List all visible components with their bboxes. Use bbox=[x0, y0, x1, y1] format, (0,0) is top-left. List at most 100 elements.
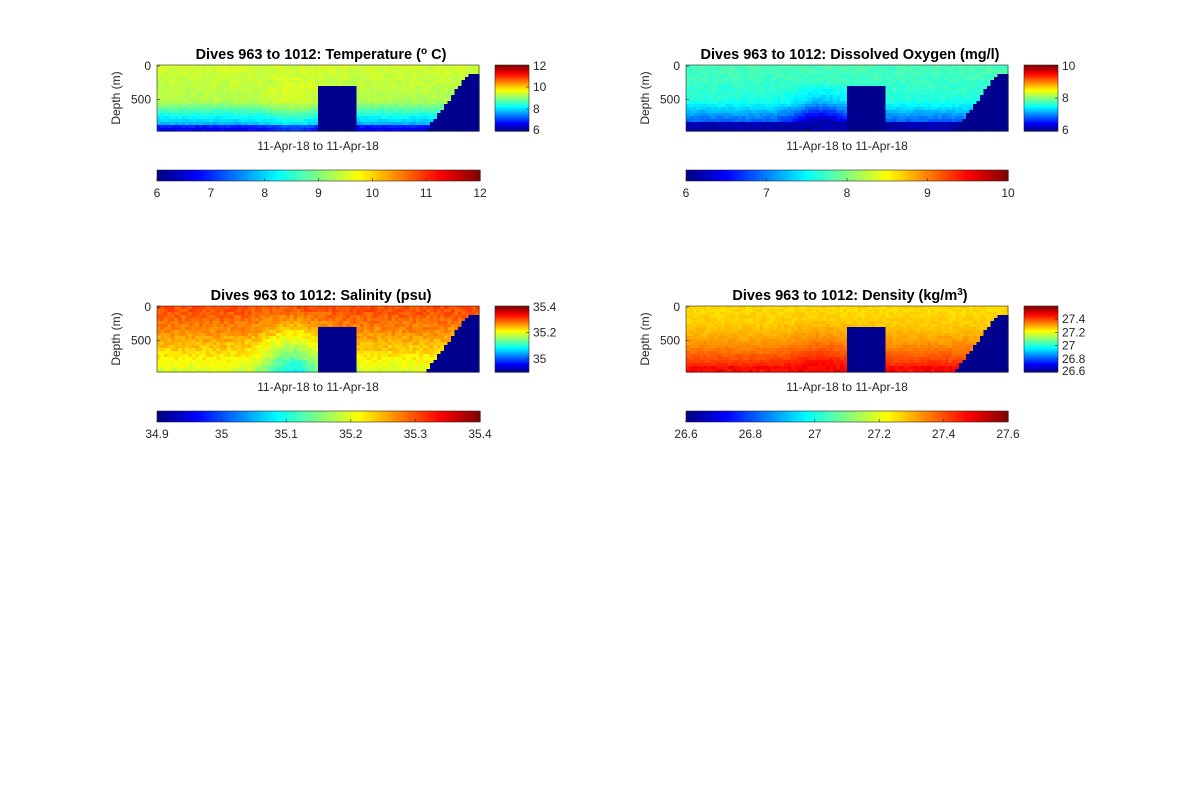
heatmap-cell bbox=[262, 80, 267, 84]
heatmap-cell bbox=[454, 128, 459, 132]
heatmap-cell bbox=[756, 92, 761, 96]
heatmap-cell bbox=[868, 68, 873, 72]
heatmap-cell bbox=[384, 83, 389, 87]
heatmap-cell bbox=[938, 104, 943, 108]
heatmap-cell bbox=[868, 86, 873, 90]
heatmap-cell bbox=[209, 342, 214, 346]
heatmap-cell bbox=[461, 68, 466, 72]
heatmap-cell bbox=[983, 68, 988, 72]
heatmap-cell bbox=[749, 116, 754, 120]
heatmap-cell bbox=[202, 330, 207, 334]
heatmap-cell bbox=[237, 306, 242, 310]
heatmap-cell bbox=[686, 80, 691, 84]
heatmap-cell bbox=[885, 110, 890, 114]
heatmap-cell bbox=[770, 128, 775, 132]
heatmap-cell bbox=[164, 336, 169, 340]
heatmap-cell bbox=[430, 83, 435, 87]
heatmap-cell bbox=[969, 104, 974, 108]
heatmap-cell bbox=[742, 98, 747, 102]
heatmap-cell bbox=[276, 71, 281, 75]
heatmap-cell bbox=[742, 119, 747, 123]
heatmap-cell bbox=[875, 110, 880, 114]
heatmap-cell bbox=[927, 80, 932, 84]
heatmap-cell bbox=[465, 86, 470, 90]
heatmap-cell bbox=[297, 74, 302, 78]
heatmap-cell bbox=[696, 116, 701, 120]
heatmap-cell bbox=[311, 128, 316, 132]
colorbar-swatch bbox=[274, 170, 279, 181]
heatmap-cell bbox=[451, 116, 456, 120]
heatmap-cell bbox=[244, 357, 249, 361]
heatmap-cell bbox=[791, 125, 796, 129]
heatmap-cell bbox=[171, 342, 176, 346]
heatmap-cell bbox=[160, 74, 165, 78]
heatmap-cell bbox=[251, 65, 256, 69]
heatmap-cell bbox=[731, 86, 736, 90]
heatmap-cell bbox=[854, 98, 859, 102]
heatmap-cell bbox=[766, 128, 771, 132]
heatmap-cell bbox=[356, 122, 361, 126]
heatmap-cell bbox=[370, 80, 375, 84]
heatmap-cell bbox=[927, 83, 932, 87]
heatmap-cell bbox=[272, 122, 277, 126]
heatmap-cell bbox=[227, 333, 232, 337]
heatmap-cell bbox=[430, 71, 435, 75]
heatmap-cell bbox=[381, 110, 386, 114]
heatmap-cell bbox=[826, 122, 831, 126]
heatmap-cell bbox=[318, 71, 323, 75]
heatmap-cell bbox=[241, 321, 246, 325]
heatmap-cell bbox=[164, 321, 169, 325]
heatmap-cell bbox=[475, 77, 480, 81]
heatmap-cell bbox=[248, 95, 253, 99]
heatmap-cell bbox=[174, 336, 179, 340]
heatmap-cell bbox=[314, 101, 319, 105]
heatmap-cell bbox=[234, 312, 239, 316]
heatmap-cell bbox=[279, 92, 284, 96]
heatmap-cell bbox=[966, 71, 971, 75]
heatmap-cell bbox=[924, 122, 929, 126]
heatmap-cell bbox=[195, 80, 200, 84]
heatmap-cell bbox=[917, 83, 922, 87]
heatmap-cell bbox=[230, 339, 235, 343]
heatmap-cell bbox=[181, 309, 186, 313]
heatmap-cell bbox=[910, 128, 915, 132]
heatmap-cell bbox=[223, 65, 228, 69]
heatmap-cell bbox=[171, 95, 176, 99]
colorbar-swatch bbox=[897, 170, 902, 181]
heatmap-cell bbox=[335, 95, 340, 99]
heatmap-cell bbox=[195, 89, 200, 93]
heatmap-cell bbox=[433, 116, 438, 120]
heatmap-cell bbox=[367, 101, 372, 105]
heatmap-cell bbox=[808, 107, 813, 111]
heatmap-cell bbox=[293, 92, 298, 96]
colorbar-swatch bbox=[893, 170, 898, 181]
heatmap-cell bbox=[339, 113, 344, 117]
heatmap-cell bbox=[290, 104, 295, 108]
heatmap-cell bbox=[216, 125, 221, 129]
heatmap-cell bbox=[707, 83, 712, 87]
heatmap-cell bbox=[318, 65, 323, 69]
bottom-colorbar-tick-label: 8 bbox=[261, 186, 268, 200]
heatmap-cell bbox=[188, 333, 193, 337]
heatmap-cell bbox=[924, 95, 929, 99]
colorbar-swatch bbox=[813, 170, 818, 181]
colorbar-swatch bbox=[335, 170, 340, 181]
heatmap-cell bbox=[962, 125, 967, 129]
heatmap-cell bbox=[819, 86, 824, 90]
heatmap-cell bbox=[227, 348, 232, 352]
heatmap-cell bbox=[983, 77, 988, 81]
heatmap-cell bbox=[941, 86, 946, 90]
heatmap-cell bbox=[447, 98, 452, 102]
heatmap-cell bbox=[213, 360, 218, 364]
heatmap-cell bbox=[241, 318, 246, 322]
heatmap-cell bbox=[185, 351, 190, 355]
heatmap-cell bbox=[199, 339, 204, 343]
heatmap-cell bbox=[759, 68, 764, 72]
heatmap-cell bbox=[318, 119, 323, 123]
heatmap-cell bbox=[353, 119, 358, 123]
heatmap-cell bbox=[353, 125, 358, 129]
heatmap-cell bbox=[812, 92, 817, 96]
heatmap-cell bbox=[906, 128, 911, 132]
heatmap-cell bbox=[409, 74, 414, 78]
heatmap-cell bbox=[770, 71, 775, 75]
